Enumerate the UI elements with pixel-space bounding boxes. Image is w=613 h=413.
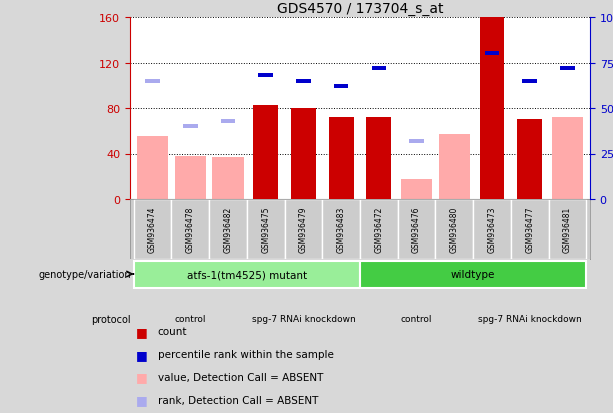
- Bar: [137, 137, 168, 199]
- Text: GSM936479: GSM936479: [299, 206, 308, 253]
- Bar: [172, 199, 209, 259]
- Text: GSM936474: GSM936474: [148, 206, 157, 253]
- Text: value, Detection Call = ABSENT: value, Detection Call = ABSENT: [158, 372, 323, 382]
- Text: wildtype: wildtype: [451, 269, 495, 279]
- Bar: [253, 105, 278, 199]
- Bar: [435, 199, 473, 259]
- Bar: [517, 120, 542, 199]
- Bar: [485, 52, 499, 56]
- Bar: [473, 199, 511, 259]
- Text: GSM936481: GSM936481: [563, 206, 572, 252]
- Text: ■: ■: [136, 370, 148, 384]
- Text: GSM936472: GSM936472: [375, 206, 383, 253]
- Text: spg-7 RNAi knockdown: spg-7 RNAi knockdown: [251, 315, 356, 324]
- Text: rank, Detection Call = ABSENT: rank, Detection Call = ABSENT: [158, 395, 318, 405]
- Text: GSM936482: GSM936482: [224, 206, 232, 252]
- Bar: [145, 80, 160, 83]
- Bar: [247, 199, 284, 259]
- Text: control: control: [175, 315, 206, 324]
- Bar: [134, 261, 360, 288]
- Bar: [322, 199, 360, 259]
- Text: percentile rank within the sample: percentile rank within the sample: [158, 349, 333, 359]
- Bar: [259, 74, 273, 78]
- Bar: [360, 261, 586, 288]
- Bar: [291, 109, 316, 199]
- Bar: [213, 157, 243, 199]
- Bar: [371, 67, 386, 71]
- Bar: [284, 199, 322, 259]
- Bar: [334, 85, 348, 89]
- Text: GSM936480: GSM936480: [450, 206, 459, 253]
- Bar: [134, 199, 172, 259]
- Bar: [549, 199, 586, 259]
- Text: GSM936483: GSM936483: [337, 206, 346, 253]
- Bar: [522, 80, 537, 83]
- Bar: [511, 199, 549, 259]
- Text: count: count: [158, 327, 187, 337]
- Text: GSM936477: GSM936477: [525, 206, 534, 253]
- Title: GDS4570 / 173704_s_at: GDS4570 / 173704_s_at: [276, 2, 443, 16]
- Text: atfs-1(tm4525) mutant: atfs-1(tm4525) mutant: [187, 269, 307, 279]
- Bar: [296, 80, 311, 83]
- Bar: [175, 157, 206, 199]
- Text: ■: ■: [136, 348, 148, 361]
- Text: genotype/variation: genotype/variation: [38, 269, 131, 279]
- Bar: [409, 140, 424, 143]
- Text: control: control: [401, 315, 432, 324]
- Text: GSM936475: GSM936475: [261, 206, 270, 253]
- Bar: [221, 119, 235, 123]
- Bar: [209, 199, 247, 259]
- Bar: [329, 118, 354, 199]
- Bar: [401, 179, 432, 199]
- Bar: [360, 199, 398, 259]
- Text: GSM936473: GSM936473: [487, 206, 497, 253]
- Text: GSM936478: GSM936478: [186, 206, 195, 253]
- Text: ■: ■: [136, 393, 148, 406]
- Bar: [560, 67, 574, 71]
- Text: ■: ■: [136, 325, 148, 338]
- Text: spg-7 RNAi knockdown: spg-7 RNAi knockdown: [478, 315, 582, 324]
- Text: protocol: protocol: [91, 314, 131, 324]
- Bar: [367, 118, 391, 199]
- Bar: [183, 125, 197, 129]
- Bar: [439, 135, 470, 199]
- Text: GSM936476: GSM936476: [412, 206, 421, 253]
- Bar: [398, 199, 435, 259]
- Bar: [552, 118, 583, 199]
- Bar: [479, 18, 504, 199]
